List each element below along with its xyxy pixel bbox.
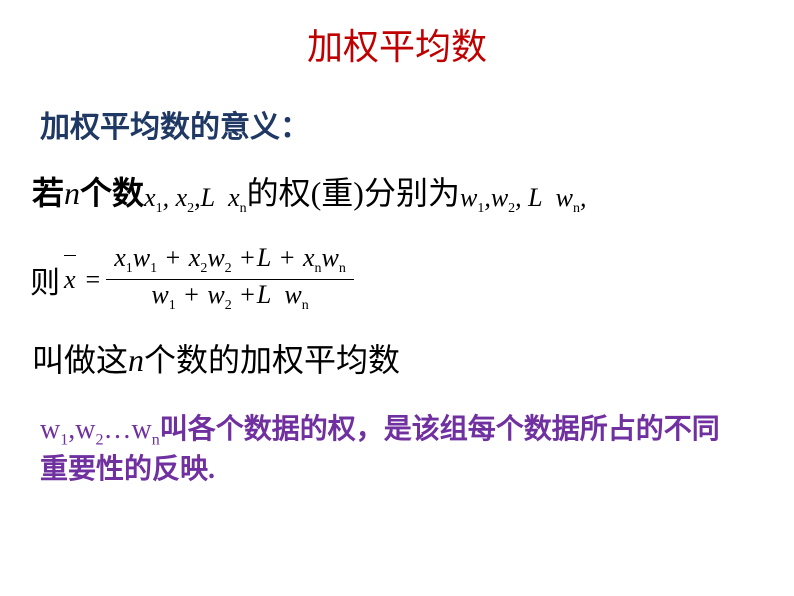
text-dequan: 的权(重)分别为 (247, 168, 460, 214)
page-title: 加权平均数 (0, 0, 794, 70)
x-bar: x (64, 265, 76, 295)
text-ze: 则 (30, 258, 60, 302)
fraction: x1w1 + x2w2 +L + xnwn w1 + w2 +L wn (106, 243, 354, 316)
numerator: x1w1 + x2w2 +L + xnwn (106, 243, 354, 280)
text-ruo: 若 (32, 168, 64, 214)
definition-line-3: 叫做这n个数的加权平均数 (0, 317, 794, 381)
footer-note: w1,w2…wn叫各个数据的权，是该组每个数据所占的不同重要性的反映. (0, 381, 794, 489)
text-jiaozuo: 叫做这 (32, 342, 128, 378)
section-heading: 加权平均数的意义： (0, 70, 794, 146)
var-n-2: n (128, 342, 144, 378)
text-geshu2: 个数的加权平均数 (144, 342, 400, 378)
equals-sign: = (86, 265, 101, 295)
w-list: w1,w2…wn (40, 414, 160, 445)
var-n: n (64, 175, 80, 212)
formula-row: 则 x = x1w1 + x2w2 +L + xnwn w1 + w2 +L w… (0, 215, 794, 316)
x-sequence: x1, x2,L xn (144, 183, 247, 217)
text-geshu: 个数 (80, 168, 144, 214)
w-sequence: w1,w2, L wn, (460, 183, 587, 217)
denominator: w1 + w2 +L wn (143, 280, 316, 316)
definition-line-1: 若 n 个数 x1, x2,L xn 的权(重)分别为 w1,w2, L wn, (0, 146, 794, 215)
